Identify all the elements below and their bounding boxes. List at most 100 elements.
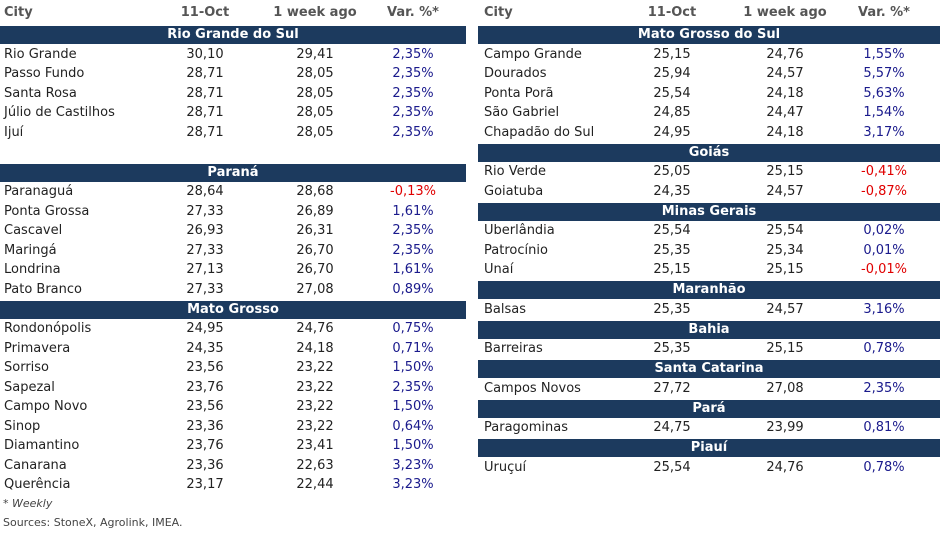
variation: -0,41% bbox=[861, 164, 907, 179]
price-current: 24,75 bbox=[653, 420, 691, 435]
price-current: 30,10 bbox=[186, 46, 224, 62]
price-week-ago: 28,05 bbox=[296, 66, 334, 81]
column-header: Var. %* bbox=[387, 5, 439, 20]
price-current: 24,35 bbox=[186, 340, 224, 356]
city: Dourados bbox=[484, 66, 547, 81]
city: Uruçuí bbox=[484, 459, 527, 475]
city: Rio Grande bbox=[4, 46, 77, 62]
price-week-ago: 28,05 bbox=[296, 85, 334, 101]
variation: 2,35% bbox=[392, 242, 434, 258]
price-week-ago: 24,76 bbox=[296, 321, 334, 336]
city: São Gabriel bbox=[484, 105, 560, 120]
section-header: Rio Grande do Sul bbox=[0, 26, 466, 44]
city: Ponta Grossa bbox=[4, 203, 90, 219]
price-week-ago: 22,63 bbox=[296, 457, 334, 473]
city: Campo Grande bbox=[484, 46, 582, 62]
price-week-ago: 25,15 bbox=[766, 341, 804, 356]
section-header: Mato Grosso bbox=[0, 300, 466, 319]
variation: 0,01% bbox=[863, 242, 905, 258]
section-header: Maranhão bbox=[478, 281, 940, 299]
price-week-ago: 24,18 bbox=[766, 124, 804, 140]
price-current: 27,33 bbox=[186, 242, 224, 258]
variation: 1,50% bbox=[392, 360, 434, 375]
variation: 3,16% bbox=[863, 301, 905, 317]
price-current: 25,35 bbox=[653, 301, 691, 317]
variation: 2,35% bbox=[392, 46, 434, 62]
variation: 0,02% bbox=[863, 223, 905, 238]
price-current: 27,33 bbox=[186, 281, 224, 297]
price-week-ago: 26,89 bbox=[296, 203, 334, 219]
section-header: Minas Gerais bbox=[478, 202, 940, 221]
column-header: 1 week ago bbox=[743, 5, 827, 20]
price-current: 23,56 bbox=[186, 399, 224, 414]
city: Sorriso bbox=[4, 360, 50, 375]
section-header: Mato Grosso do Sul bbox=[478, 26, 940, 44]
price-week-ago: 23,41 bbox=[296, 438, 334, 453]
variation: 0,78% bbox=[863, 341, 905, 356]
price-current: 27,13 bbox=[186, 262, 224, 277]
price-week-ago: 22,44 bbox=[296, 477, 334, 492]
variation: 2,35% bbox=[392, 379, 434, 395]
price-current: 28,71 bbox=[186, 66, 224, 81]
price-week-ago: 26,70 bbox=[296, 262, 334, 277]
city: Paragominas bbox=[484, 420, 568, 435]
section-header: Paraná bbox=[0, 163, 466, 182]
price-week-ago: 25,54 bbox=[766, 223, 804, 238]
price-current: 25,35 bbox=[653, 341, 691, 356]
city: Sinop bbox=[4, 418, 41, 434]
section-header: Santa Catarina bbox=[478, 360, 940, 378]
city: Canarana bbox=[4, 457, 67, 473]
variation: 0,81% bbox=[863, 420, 905, 435]
city: Campo Novo bbox=[4, 399, 88, 414]
column-header: 11-Oct bbox=[180, 5, 230, 20]
city: Rio Verde bbox=[484, 164, 546, 179]
price-current: 25,54 bbox=[653, 223, 691, 238]
price-week-ago: 23,22 bbox=[296, 418, 334, 434]
variation: 5,63% bbox=[863, 85, 905, 101]
city: Passo Fundo bbox=[4, 66, 85, 81]
city: Pato Branco bbox=[4, 281, 82, 297]
price-week-ago: 24,18 bbox=[766, 85, 804, 101]
variation: 2,35% bbox=[392, 223, 434, 238]
price-current: 24,85 bbox=[653, 105, 691, 120]
variation: 0,75% bbox=[392, 321, 434, 336]
variation: 2,35% bbox=[392, 105, 434, 120]
price-current: 25,94 bbox=[653, 66, 691, 81]
price-week-ago: 27,08 bbox=[766, 380, 804, 396]
price-current: 24,35 bbox=[653, 183, 691, 199]
variation: 5,57% bbox=[863, 66, 905, 81]
column-header: Var. %* bbox=[858, 5, 910, 20]
city: Sapezal bbox=[4, 379, 55, 395]
city: Barreiras bbox=[484, 341, 543, 356]
city: Londrina bbox=[4, 262, 61, 277]
variation: 1,61% bbox=[392, 262, 434, 277]
variation: 0,71% bbox=[392, 340, 434, 356]
section-header: Goiás bbox=[478, 143, 940, 162]
city: Querência bbox=[4, 477, 71, 492]
price-week-ago: 27,08 bbox=[296, 281, 334, 297]
price-current: 25,15 bbox=[653, 262, 691, 277]
price-week-ago: 29,41 bbox=[296, 46, 334, 62]
variation: 3,23% bbox=[392, 457, 434, 473]
price-current: 25,15 bbox=[653, 46, 691, 62]
price-week-ago: 28,05 bbox=[296, 105, 334, 120]
column-header: 1 week ago bbox=[273, 5, 357, 20]
city: Paranaguá bbox=[4, 184, 74, 199]
city: Cascavel bbox=[4, 223, 63, 238]
price-current: 23,76 bbox=[186, 438, 224, 453]
price-week-ago: 24,57 bbox=[766, 301, 804, 317]
price-week-ago: 23,22 bbox=[296, 360, 334, 375]
variation: 1,50% bbox=[392, 399, 434, 414]
price-current: 25,54 bbox=[653, 85, 691, 101]
variation: 2,35% bbox=[863, 380, 905, 396]
price-current: 25,05 bbox=[653, 164, 691, 179]
price-week-ago: 25,15 bbox=[766, 262, 804, 277]
section-header: Pará bbox=[478, 399, 940, 418]
price-week-ago: 26,31 bbox=[296, 223, 334, 238]
price-current: 23,36 bbox=[186, 418, 224, 434]
variation: 3,23% bbox=[392, 477, 434, 492]
variation: 1,54% bbox=[863, 105, 905, 120]
city: Ponta Porã bbox=[484, 85, 554, 101]
variation: 1,50% bbox=[392, 438, 434, 453]
